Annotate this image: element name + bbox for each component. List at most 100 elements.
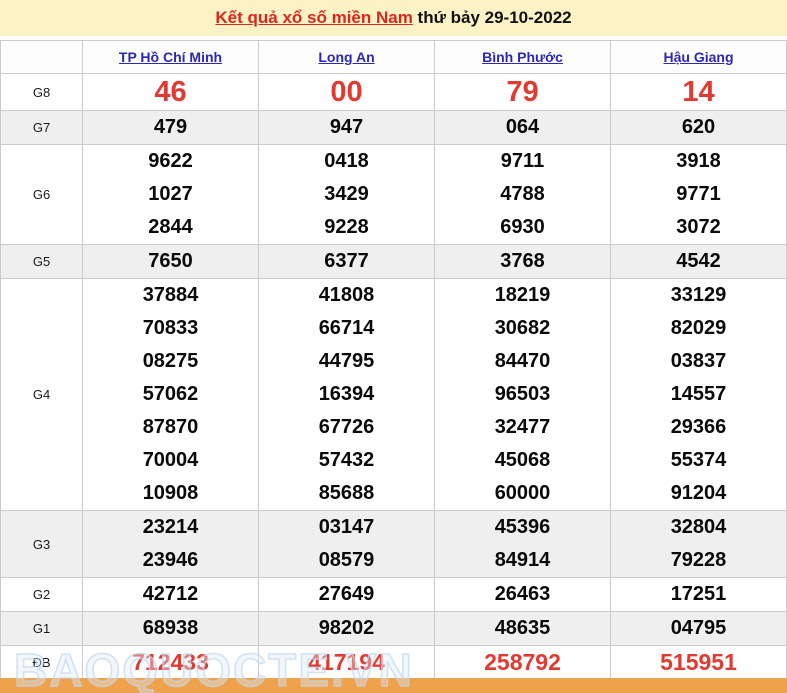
prize-numbers-cell: 42712 <box>82 577 259 612</box>
prize-number: 70833 <box>142 317 199 339</box>
results-title-date: thứ bảy 29-10-2022 <box>412 8 572 27</box>
prize-number: 23214 <box>142 516 199 538</box>
province-column-header: TP Hồ Chí Minh <box>82 40 259 74</box>
prize-numbers-cell: 0418 3429 9228 <box>258 144 435 245</box>
prize-number: 96503 <box>494 383 551 405</box>
prize-number: 29366 <box>670 416 727 438</box>
prize-number: 4788 <box>500 183 545 205</box>
prize-number: 68938 <box>142 617 199 639</box>
prize-number: 3072 <box>676 216 721 238</box>
prize-number: 9622 <box>148 150 193 172</box>
prize-numbers-cell: 04795 <box>610 611 787 646</box>
prize-numbers-cell: 479 <box>82 110 259 145</box>
prize-numbers-cell: 41808 66714 44795 16394 67726 57432 85688 <box>258 278 435 511</box>
prize-numbers-cell: 4542 <box>610 244 787 279</box>
prize-number: 70004 <box>142 449 199 471</box>
prize-numbers-cell: 46 <box>82 73 259 111</box>
prize-numbers-cell: 258792 <box>434 645 611 679</box>
prize-label: G7 <box>0 110 83 145</box>
prize-number: 515951 <box>660 649 737 675</box>
prize-row-g4: G4 37884 70833 08275 57062 87870 70004 10908 418… <box>0 278 787 511</box>
prize-label: G3 <box>0 510 83 578</box>
prize-numbers-cell: 23214 23946 <box>82 510 259 578</box>
prize-number: 00 <box>330 76 363 108</box>
prize-number: 84914 <box>494 549 551 571</box>
prize-number: 67726 <box>318 416 375 438</box>
prize-number: 712433 <box>132 649 209 675</box>
prize-numbers-cell: 33129 82029 03837 14557 29366 55374 91204 <box>610 278 787 511</box>
prize-numbers-cell: 515951 <box>610 645 787 679</box>
prize-number: 3918 <box>676 150 721 172</box>
prize-number: 08275 <box>142 350 199 372</box>
prize-numbers-cell: 98202 <box>258 611 435 646</box>
prize-column-header <box>0 40 83 74</box>
prize-number: 84470 <box>494 350 551 372</box>
table-header-row: TP Hồ Chí Minh Long An Bình Phước Hậu Giang <box>0 40 787 74</box>
prize-numbers-cell: 9622 1027 2844 <box>82 144 259 245</box>
prize-label: G5 <box>0 244 83 279</box>
prize-numbers-cell: 48635 <box>434 611 611 646</box>
province-link[interactable]: Hậu Giang <box>663 49 734 65</box>
prize-number: 45068 <box>494 449 551 471</box>
prize-number: 4542 <box>676 250 721 272</box>
province-column-header: Hậu Giang <box>610 40 787 74</box>
prize-row-g1: G1 68938 98202 48635 04795 <box>0 611 787 646</box>
prize-number: 17251 <box>670 583 727 605</box>
prize-numbers-cell: 45396 84914 <box>434 510 611 578</box>
prize-numbers-cell: 417194 <box>258 645 435 679</box>
prize-number: 04795 <box>670 617 727 639</box>
results-title-link[interactable]: Kết quả xổ số miền Nam <box>215 8 413 27</box>
prize-row-g2: G2 42712 27649 26463 17251 <box>0 577 787 612</box>
prize-number: 26463 <box>494 583 551 605</box>
prize-label: G8 <box>0 73 83 111</box>
prize-number: 9771 <box>676 183 721 205</box>
prize-number: 18219 <box>494 284 551 306</box>
prize-number: 55374 <box>670 449 727 471</box>
province-link[interactable]: Bình Phước <box>482 49 563 65</box>
prize-number: 42712 <box>142 583 199 605</box>
prize-number: 03837 <box>670 350 727 372</box>
prize-number: 45396 <box>494 516 551 538</box>
prize-number: 9228 <box>324 216 369 238</box>
prize-number: 258792 <box>484 649 561 675</box>
results-table: TP Hồ Chí Minh Long An Bình Phước Hậu Giang… <box>0 40 787 679</box>
prize-numbers-cell: 00 <box>258 73 435 111</box>
prize-number: 79 <box>506 76 539 108</box>
prize-label: G4 <box>0 278 83 511</box>
bottom-orange-bar <box>0 678 787 693</box>
prize-number: 98202 <box>318 617 375 639</box>
prize-number: 57062 <box>142 383 199 405</box>
prize-numbers-cell: 79 <box>434 73 611 111</box>
prize-numbers-cell: 14 <box>610 73 787 111</box>
prize-numbers-cell: 68938 <box>82 611 259 646</box>
prize-numbers-cell: 064 <box>434 110 611 145</box>
prize-numbers-cell: 32804 79228 <box>610 510 787 578</box>
prize-row-g7: G7 479 947 064 620 <box>0 110 787 145</box>
prize-label: G6 <box>0 144 83 245</box>
prize-numbers-cell: 27649 <box>258 577 435 612</box>
prize-row-g6: G6 9622 1027 2844 0418 3429 9228 9711 4788 6930 39… <box>0 144 787 245</box>
prize-number: 46 <box>154 76 187 108</box>
prize-row-g8: G8 46 00 79 14 <box>0 73 787 111</box>
prize-numbers-cell: 947 <box>258 110 435 145</box>
prize-number: 08579 <box>318 549 375 571</box>
page-title: Kết quả xổ số miền Nam thứ bảy 29-10-202… <box>0 0 787 36</box>
province-column-header: Bình Phước <box>434 40 611 74</box>
province-link[interactable]: Long An <box>318 49 375 65</box>
prize-row-đb: ĐB 712433 417194 258792 515951 <box>0 645 787 679</box>
prize-number: 16394 <box>318 383 375 405</box>
province-link[interactable]: TP Hồ Chí Minh <box>118 49 223 65</box>
prize-number: 23946 <box>142 549 199 571</box>
prize-numbers-cell: 3768 <box>434 244 611 279</box>
prize-row-g3: G3 23214 23946 03147 08579 45396 84914 32804 792… <box>0 510 787 578</box>
prize-number: 79228 <box>670 549 727 571</box>
prize-numbers-cell: 03147 08579 <box>258 510 435 578</box>
prize-number: 7650 <box>148 250 193 272</box>
prize-number: 1027 <box>148 183 193 205</box>
prize-number: 57432 <box>318 449 375 471</box>
prize-numbers-cell: 37884 70833 08275 57062 87870 70004 10908 <box>82 278 259 511</box>
prize-number: 27649 <box>318 583 375 605</box>
prize-number: 03147 <box>318 516 375 538</box>
prize-number: 30682 <box>494 317 551 339</box>
